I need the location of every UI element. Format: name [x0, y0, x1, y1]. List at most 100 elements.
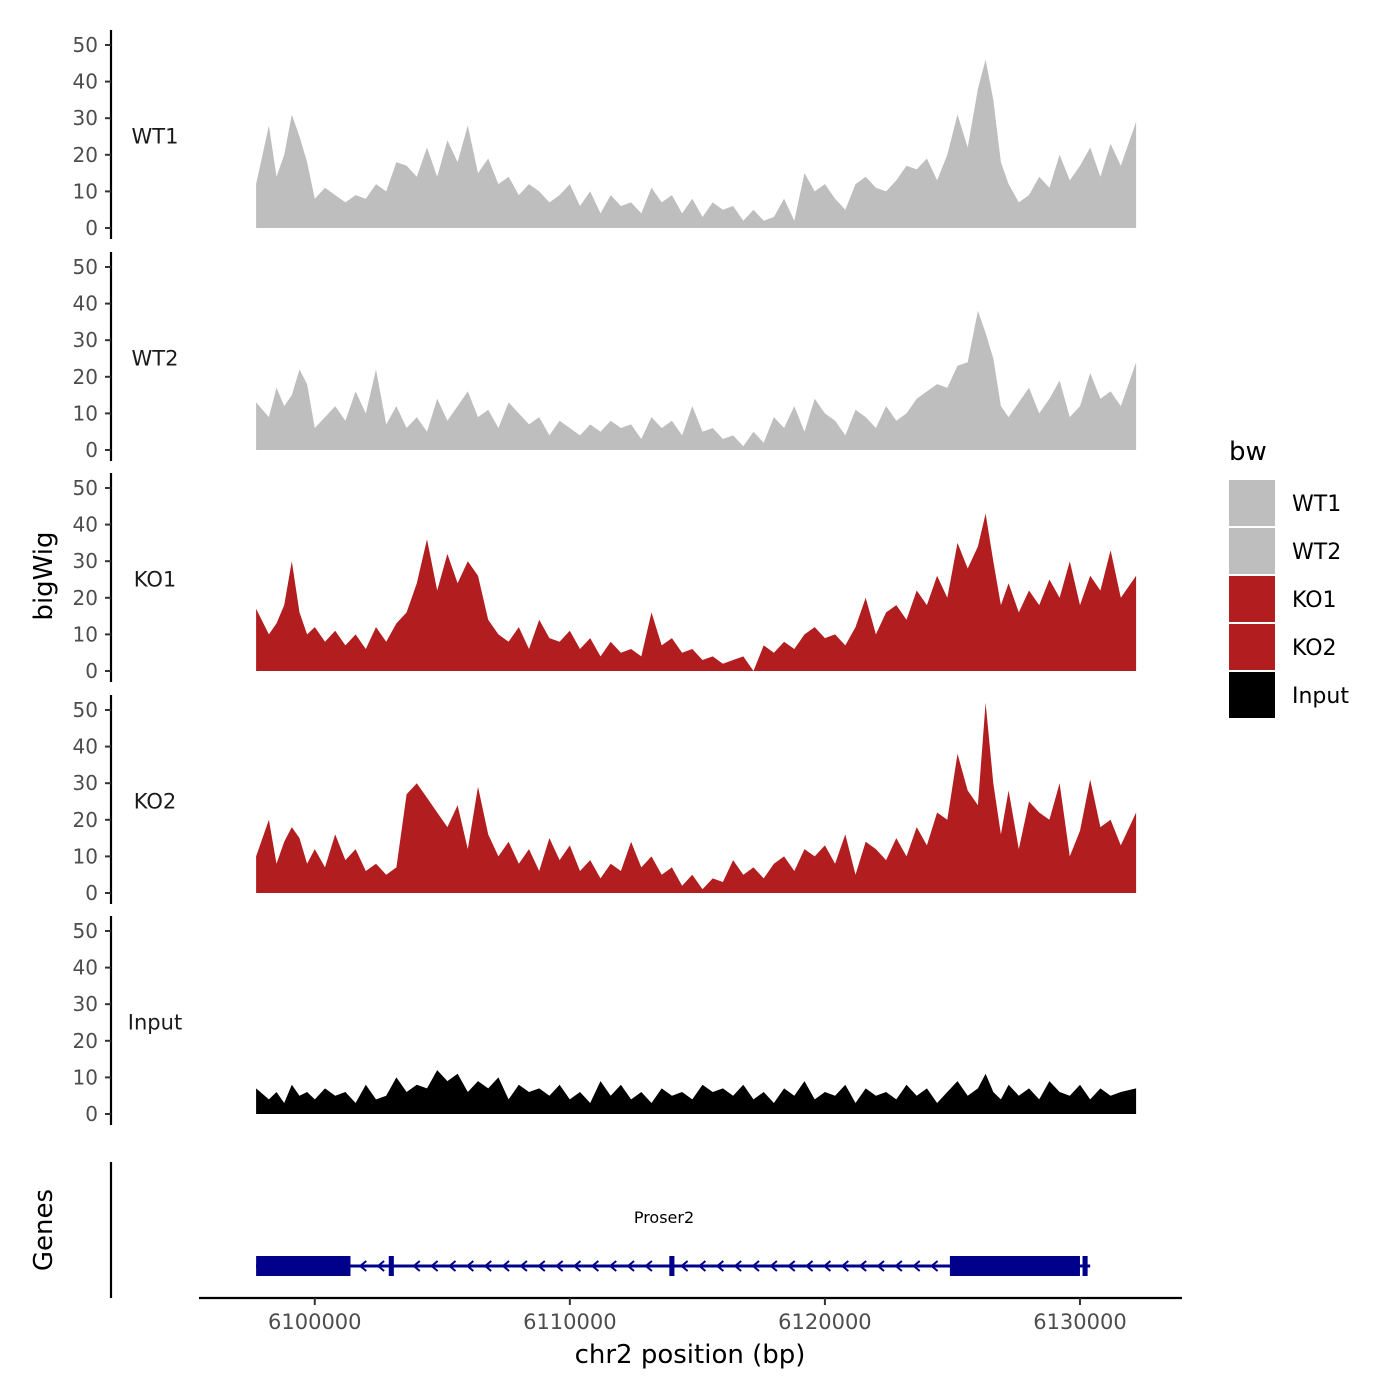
legend: bw WT1 WT2 KO1 KO2 Input: [1229, 437, 1349, 718]
x-tick-label: 6130000: [1033, 1310, 1127, 1334]
panel-ko2: 0 10 20 30 40 50 KO2: [73, 695, 1137, 905]
gene-exon: [1082, 1256, 1088, 1276]
y-tick-label: 10: [73, 1065, 98, 1089]
panel-wt1: 0 10 20 30 40 50 WT1: [73, 30, 1137, 240]
strand-chevron: [590, 1260, 599, 1272]
strand-chevron: [733, 1260, 742, 1272]
panel-label: KO1: [134, 567, 177, 591]
legend-label: KO1: [1292, 588, 1337, 613]
y-tick-label: 10: [73, 844, 98, 868]
strand-chevron: [751, 1260, 760, 1272]
strand-chevron: [912, 1260, 921, 1272]
coverage-area-input: [256, 1070, 1137, 1114]
y-tick-label: 40: [73, 956, 98, 980]
gene-name-label: Proser2: [634, 1208, 694, 1227]
y-tick-label: 40: [73, 513, 98, 537]
y-tick-label: 50: [73, 33, 98, 57]
strand-chevron: [715, 1260, 724, 1272]
strand-chevron: [697, 1260, 707, 1272]
y-tick-label: 0: [85, 659, 98, 683]
y-tick-label: 20: [73, 808, 98, 832]
y-tick-label: 0: [85, 1102, 98, 1126]
y-tick-label: 40: [73, 735, 98, 759]
y-tick-label: 30: [73, 771, 98, 795]
y-tick-label: 0: [85, 881, 98, 905]
genes-track-label: Genes: [29, 1189, 59, 1271]
y-tick-label: 20: [73, 1029, 98, 1053]
strand-chevron: [572, 1260, 582, 1272]
y-tick-label: 20: [73, 365, 98, 389]
strand-chevron: [412, 1260, 421, 1272]
y-tick-label: 10: [73, 179, 98, 203]
strand-chevron: [894, 1260, 903, 1272]
legend-items: WT1 WT2 KO1 KO2 Input: [1229, 480, 1349, 718]
legend-key-wt1: [1229, 480, 1275, 526]
legend-key-wt2: [1229, 528, 1275, 574]
strand-chevron: [447, 1260, 457, 1272]
y-tick-label: 30: [73, 328, 98, 352]
coverage-area-wt2: [256, 310, 1137, 450]
x-tick-label: 6120000: [778, 1310, 872, 1334]
legend-title: bw: [1229, 437, 1267, 467]
coverage-area-ko2: [256, 702, 1137, 893]
y-tick-label: 50: [73, 698, 98, 722]
y-tick-label: 50: [73, 476, 98, 500]
strand-chevron: [680, 1260, 689, 1272]
strand-chevron: [465, 1260, 475, 1272]
y-tick-label: 40: [73, 70, 98, 94]
y-tick-label: 50: [73, 255, 98, 279]
strand-chevron: [840, 1260, 849, 1272]
legend-key-ko1: [1229, 576, 1275, 622]
x-tick-label: 6110000: [523, 1310, 617, 1334]
coverage-area-ko1: [256, 513, 1137, 671]
panel-ko1: 0 10 20 30 40 50 KO1: [73, 473, 1137, 683]
strand-chevron: [644, 1260, 653, 1272]
panel-wt2: 0 10 20 30 40 50 WT2: [73, 252, 1137, 462]
strand-chevron: [626, 1260, 635, 1272]
gene-exon: [949, 1256, 1080, 1276]
strand-chevron: [537, 1260, 546, 1272]
panel-label: WT2: [132, 346, 179, 370]
coverage-area-wt1: [256, 59, 1137, 228]
y-tick-label: 40: [73, 292, 98, 316]
panel-label: KO2: [134, 789, 177, 813]
panel-label: Input: [128, 1010, 182, 1034]
strand-chevron: [858, 1260, 867, 1272]
strand-chevron: [876, 1260, 885, 1272]
y-axis-title: bigWig: [29, 531, 59, 620]
y-tick-label: 20: [73, 586, 98, 610]
gene-exon: [388, 1256, 394, 1276]
gene-model: [256, 1256, 1091, 1276]
strand-chevron: [555, 1260, 564, 1272]
y-tick-label: 30: [73, 106, 98, 130]
strand-chevron: [930, 1260, 939, 1272]
panel-input: 0 10 20 30 40 50 Input: [73, 916, 1137, 1126]
coverage-panels: 0 10 20 30 40 50 WT1 0 10 20 30 40 50 WT2 0 10 20 30 40 50 K…: [73, 30, 1137, 1126]
gene-exon: [669, 1256, 675, 1276]
legend-label: Input: [1292, 684, 1349, 709]
strand-chevron: [822, 1260, 832, 1272]
y-tick-label: 10: [73, 622, 98, 646]
legend-label: KO2: [1292, 636, 1337, 661]
x-axis-title: chr2 position (bp): [575, 1340, 806, 1370]
y-tick-label: 30: [73, 549, 98, 573]
y-tick-label: 50: [73, 919, 98, 943]
strand-chevron: [805, 1260, 814, 1272]
strand-chevron: [376, 1260, 385, 1272]
strand-chevron: [769, 1260, 778, 1272]
strand-chevron: [519, 1260, 528, 1272]
strand-chevron: [483, 1260, 492, 1272]
y-tick-label: 20: [73, 143, 98, 167]
genes-track: Genes Proser2: [29, 1162, 1091, 1298]
strand-chevron: [501, 1260, 510, 1272]
panel-label: WT1: [132, 124, 179, 148]
legend-key-ko2: [1229, 624, 1275, 670]
y-tick-label: 0: [85, 438, 98, 462]
gene-exon: [256, 1256, 351, 1276]
y-tick-label: 0: [85, 216, 98, 240]
legend-label: WT1: [1292, 492, 1341, 517]
strand-chevron: [430, 1260, 439, 1272]
y-tick-label: 10: [73, 401, 98, 425]
x-tick-label: 6100000: [268, 1310, 362, 1334]
